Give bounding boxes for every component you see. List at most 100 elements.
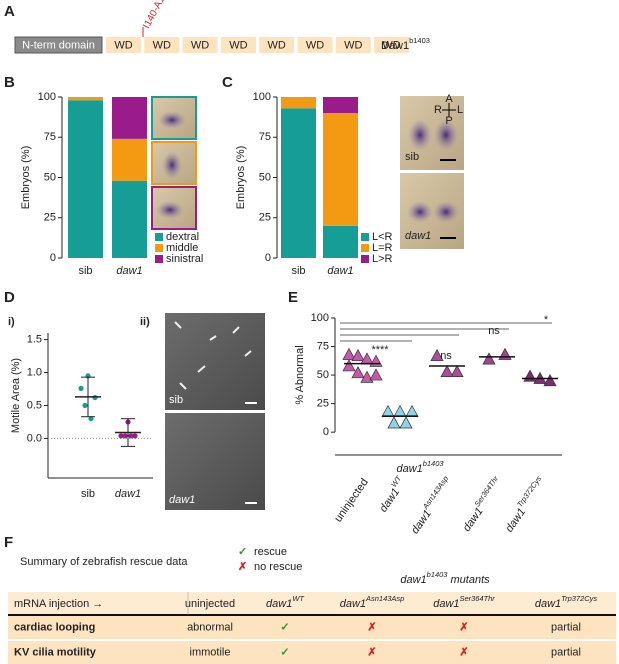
y-tick-label: 25 <box>317 398 329 410</box>
column-header-sup: Ser364Thr <box>460 594 496 603</box>
x-tick-label: sib <box>81 488 95 500</box>
table-cell: KV cilia motility <box>14 646 97 658</box>
legend-label: rescue <box>254 546 287 558</box>
group-label-sup: b1403 <box>423 459 445 468</box>
data-point <box>118 433 124 439</box>
column-header-base: daw1 <box>535 598 561 610</box>
domain-label: WD <box>114 39 132 51</box>
summary-title: Summary of zebrafish rescue data <box>20 556 188 568</box>
domain-box <box>374 37 410 53</box>
x-tick-label: daw1Trp372Cys <box>500 474 549 534</box>
legend-label: sinistral <box>166 253 203 265</box>
data-point <box>440 364 454 378</box>
sub-label: i) <box>8 316 15 328</box>
domain-box <box>144 37 180 53</box>
domain-label: WD <box>306 39 324 51</box>
image-label: sib <box>169 394 183 406</box>
column-header-base: daw1 <box>266 598 292 610</box>
domain-label: WD <box>153 39 171 51</box>
column-header: daw1WT <box>266 594 304 610</box>
table-cell: ✗ <box>367 621 376 633</box>
x-tick-label: sib <box>78 265 92 277</box>
gene-label-base: Daw1 <box>381 40 409 52</box>
x-tick-label-base: daw1 <box>461 505 486 533</box>
y-axis-label: Embryos (%) <box>20 146 32 210</box>
x-tick-label: daw1WT <box>374 474 409 515</box>
x-tick-label: daw1 <box>116 265 142 277</box>
mutation-label: I140-A141del <box>141 0 179 31</box>
table-cell: cardiac looping <box>14 621 95 633</box>
x-tick-label-base: daw1 <box>409 508 434 536</box>
bar-segment <box>323 97 358 114</box>
legend-label: L<R <box>372 231 393 243</box>
bar-segment <box>323 113 358 226</box>
x-tick-label: sib <box>291 265 305 277</box>
compass-label: L <box>457 104 463 116</box>
domain-label: WD <box>344 39 362 51</box>
column-header-sup: Trp372Cys <box>561 594 597 603</box>
data-point <box>543 374 557 387</box>
data-point <box>351 366 365 379</box>
y-tick-label: 0.0 <box>27 432 42 444</box>
bar-segment <box>323 225 358 258</box>
x-tick-label-sup: Asn143Asp <box>420 474 450 511</box>
y-tick-label: 50 <box>259 171 271 183</box>
data-point <box>430 348 444 362</box>
group-label-base: daw1 <box>396 463 422 475</box>
legend-swatch <box>361 233 369 241</box>
table-cell: ✗ <box>459 646 468 658</box>
x-tick-label-sup: Trp372Cys <box>515 474 543 509</box>
table-row <box>8 616 616 639</box>
bar-segment <box>281 97 316 109</box>
domain-box <box>259 37 295 53</box>
table-group-header-rest: mutants <box>447 574 490 586</box>
legend-label: middle <box>166 242 198 254</box>
data-point <box>381 404 395 417</box>
table-group-header-base: daw1 <box>400 574 426 586</box>
table-cell: ✓ <box>280 646 289 658</box>
data-point <box>369 354 383 367</box>
x-tick-label: daw1 <box>115 488 141 500</box>
legend-swatch <box>361 244 369 252</box>
legend-swatch <box>155 233 163 241</box>
y-tick-label: 25 <box>259 212 271 224</box>
data-point <box>351 348 365 362</box>
domain-label: WD <box>229 39 247 51</box>
y-axis-label: Embryos (%) <box>235 146 247 210</box>
domain-label: WD <box>382 39 400 51</box>
column-header-sup: Asn143Asp <box>365 594 404 603</box>
data-point <box>82 402 88 409</box>
significance-label: ns <box>488 325 500 337</box>
column-header: daw1Trp372Cys <box>535 594 598 610</box>
gene-label: Daw1b1403 <box>381 36 430 52</box>
panel-label: A <box>4 3 15 20</box>
column-header: daw1Ser364Thr <box>433 594 495 610</box>
legend-label: no rescue <box>254 561 302 573</box>
y-tick-label: 100 <box>38 91 56 103</box>
y-tick-label: 0 <box>50 252 56 264</box>
x-tick-label: daw1Ser364Thr <box>457 474 506 534</box>
legend-symbol: ✗ <box>238 561 247 573</box>
table-row <box>8 641 616 664</box>
y-tick-label: 50 <box>317 369 329 381</box>
motility-images <box>165 313 265 510</box>
legend-symbol: ✓ <box>238 546 247 558</box>
x-tick-label-base: daw1 <box>377 486 402 514</box>
y-tick-label: 75 <box>317 340 329 352</box>
x-tick-label-base: daw1 <box>503 506 528 534</box>
y-tick-label: 50 <box>44 171 56 183</box>
domain-label: WD <box>191 39 209 51</box>
image-label: daw1 <box>405 230 431 242</box>
y-tick-label: 0 <box>265 252 271 264</box>
table-row <box>8 592 616 614</box>
embryo-images-b <box>151 96 197 230</box>
embryo-images-c <box>400 96 464 249</box>
table-cell: partial <box>551 646 581 658</box>
column-header-base: daw1 <box>433 598 459 610</box>
table-cell: ✓ <box>280 621 289 633</box>
data-point <box>482 352 496 365</box>
table-cell: ✗ <box>459 621 468 633</box>
bar-segment <box>112 97 147 139</box>
compass-label: R <box>434 104 442 116</box>
